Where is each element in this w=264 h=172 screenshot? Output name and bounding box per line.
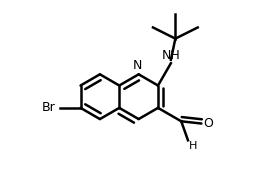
Text: H: H [189,141,197,151]
Text: Br: Br [42,101,56,114]
Text: NH: NH [162,49,180,62]
Text: O: O [203,117,213,130]
Text: N: N [133,59,142,72]
